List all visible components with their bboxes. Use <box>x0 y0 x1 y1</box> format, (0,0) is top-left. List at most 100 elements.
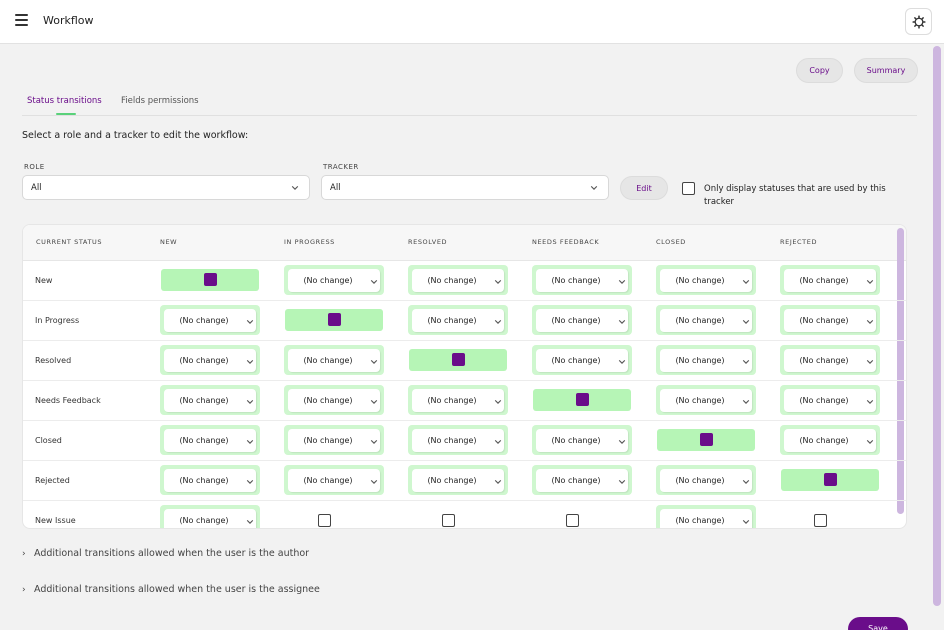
chevron-down-icon <box>590 186 598 190</box>
chevron-down-icon <box>494 400 502 404</box>
transition-select-box: (No change) <box>660 509 752 528</box>
transition-select-box: (No change) <box>784 269 876 292</box>
transition-select[interactable]: (No change) <box>408 305 508 335</box>
hamburger-menu-icon[interactable] <box>15 14 28 26</box>
transition-select[interactable]: (No change) <box>160 425 260 455</box>
transition-select[interactable]: (No change) <box>780 345 880 375</box>
transition-select[interactable]: (No change) <box>780 305 880 335</box>
transition-select[interactable]: (No change) <box>284 465 384 495</box>
transition-select[interactable]: (No change) <box>284 265 384 295</box>
transition-select-value: (No change) <box>179 436 229 445</box>
transition-select[interactable]: (No change) <box>408 425 508 455</box>
transition-select-box: (No change) <box>536 309 628 332</box>
table-scrollbar[interactable] <box>897 228 904 514</box>
table-row: Needs Feedback (No change) (No change) (No … <box>23 381 906 421</box>
table-row: New (No change) (No change) (No change) (No … <box>23 261 906 301</box>
transition-select[interactable]: (No change) <box>408 385 508 415</box>
transition-checkbox-checked[interactable] <box>657 429 755 451</box>
tracker-select[interactable]: All <box>321 175 609 200</box>
transition-select[interactable]: (No change) <box>284 425 384 455</box>
chevron-down-icon <box>866 280 874 284</box>
transition-checkbox-checked[interactable] <box>285 309 383 331</box>
chevron-down-icon <box>618 360 626 364</box>
transition-select[interactable]: (No change) <box>160 345 260 375</box>
transition-select[interactable]: (No change) <box>284 385 384 415</box>
transition-select[interactable]: (No change) <box>532 425 632 455</box>
transition-select[interactable]: (No change) <box>656 345 756 375</box>
transition-select-box: (No change) <box>660 269 752 292</box>
transition-select-box: (No change) <box>660 349 752 372</box>
summary-button[interactable]: Summary <box>854 58 918 83</box>
chevron-down-icon <box>866 440 874 444</box>
transition-select-value: (No change) <box>799 356 849 365</box>
save-button[interactable]: Save <box>848 617 908 630</box>
transition-select[interactable]: (No change) <box>656 265 756 295</box>
instruction-text: Select a role and a tracker to edit the … <box>22 130 249 141</box>
transition-select-box: (No change) <box>784 349 876 372</box>
column-header: NEEDS FEEDBACK <box>532 238 600 246</box>
transition-select[interactable]: (No change) <box>656 465 756 495</box>
page-scrollbar[interactable] <box>933 46 941 606</box>
transition-select[interactable]: (No change) <box>160 305 260 335</box>
transition-select-box: (No change) <box>660 469 752 492</box>
chevron-down-icon <box>246 400 254 404</box>
transition-checkbox-checked[interactable] <box>533 389 631 411</box>
chevron-down-icon <box>370 440 378 444</box>
transition-select[interactable]: (No change) <box>160 465 260 495</box>
transition-select[interactable]: (No change) <box>532 305 632 335</box>
transition-select-box: (No change) <box>536 429 628 452</box>
transition-select-value: (No change) <box>675 316 725 325</box>
chevron-down-icon <box>246 480 254 484</box>
transition-select-value: (No change) <box>179 516 229 525</box>
transition-checkbox-checked[interactable] <box>781 469 879 491</box>
tabs-divider <box>22 115 917 116</box>
transition-checkbox[interactable] <box>566 514 579 527</box>
column-header: NEW <box>160 238 178 246</box>
transition-select[interactable]: (No change) <box>780 385 880 415</box>
edit-button[interactable]: Edit <box>620 176 668 200</box>
transition-select-value: (No change) <box>303 436 353 445</box>
transition-select[interactable]: (No change) <box>656 305 756 335</box>
role-select[interactable]: All <box>22 175 310 200</box>
transition-select[interactable]: (No change) <box>408 265 508 295</box>
assignee-transitions-label: Additional transitions allowed when the … <box>34 584 320 595</box>
transition-select-box: (No change) <box>412 429 504 452</box>
transition-select[interactable]: (No change) <box>532 465 632 495</box>
transition-select[interactable]: (No change) <box>780 425 880 455</box>
author-transitions-expander[interactable]: › Additional transitions allowed when the… <box>22 548 309 559</box>
transition-checkbox[interactable] <box>318 514 331 527</box>
transition-select[interactable]: (No change) <box>160 385 260 415</box>
transition-select[interactable]: (No change) <box>532 345 632 375</box>
transition-select-box: (No change) <box>164 469 256 492</box>
table-row: Closed (No change) (No change) (No change) (… <box>23 421 906 461</box>
column-header: RESOLVED <box>408 238 448 246</box>
transition-select-box: (No change) <box>288 389 380 412</box>
transition-select[interactable]: (No change) <box>656 505 756 528</box>
transition-select-value: (No change) <box>799 316 849 325</box>
transition-select[interactable]: (No change) <box>160 505 260 528</box>
transition-select-box: (No change) <box>164 389 256 412</box>
transition-checkbox[interactable] <box>814 514 827 527</box>
checkbox-checked-mark <box>824 473 837 486</box>
assignee-transitions-expander[interactable]: › Additional transitions allowed when the… <box>22 584 320 595</box>
transition-select-box: (No change) <box>288 269 380 292</box>
checkbox-checked-mark <box>204 273 217 286</box>
transition-select[interactable]: (No change) <box>656 385 756 415</box>
tab-status-transitions[interactable]: Status transitions <box>27 96 102 106</box>
chevron-down-icon <box>742 320 750 324</box>
only-used-statuses-checkbox[interactable] <box>682 182 695 195</box>
transition-select-value: (No change) <box>303 396 353 405</box>
transition-select-value: (No change) <box>179 476 229 485</box>
transition-select[interactable]: (No change) <box>532 265 632 295</box>
tab-fields-permissions[interactable]: Fields permissions <box>121 96 199 106</box>
transition-checkbox-checked[interactable] <box>161 269 259 291</box>
transition-checkbox[interactable] <box>442 514 455 527</box>
transition-select-box: (No change) <box>784 389 876 412</box>
transition-select[interactable]: (No change) <box>408 465 508 495</box>
settings-button[interactable] <box>905 8 932 35</box>
transition-checkbox-checked[interactable] <box>409 349 507 371</box>
transition-select-box: (No change) <box>536 269 628 292</box>
transition-select[interactable]: (No change) <box>780 265 880 295</box>
transition-select[interactable]: (No change) <box>284 345 384 375</box>
copy-button[interactable]: Copy <box>796 58 843 83</box>
